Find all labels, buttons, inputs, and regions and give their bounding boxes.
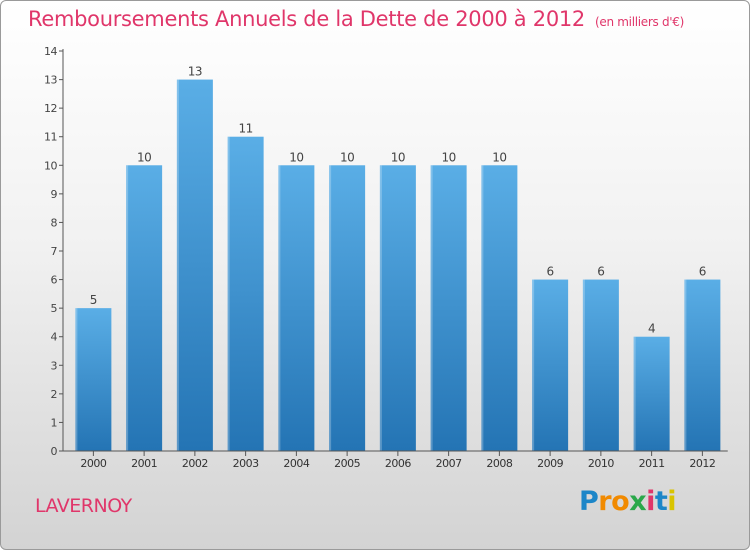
data-label: 10	[441, 150, 455, 164]
y-tick-label: 14	[44, 45, 57, 58]
x-tick-label: 2005	[334, 457, 360, 470]
bar-highlight	[126, 165, 129, 452]
data-label: 10	[391, 150, 405, 164]
x-tick-label: 2003	[233, 457, 259, 470]
data-label: 4	[648, 322, 655, 336]
bar	[329, 165, 366, 452]
y-tick-label: 6	[51, 274, 58, 287]
bar-highlight	[633, 336, 636, 451]
bars-group	[75, 79, 721, 452]
logo-letter: t	[654, 486, 668, 517]
chart-title-text: Remboursements Annuels de la Dette de 20…	[28, 7, 585, 31]
bar-highlight	[227, 136, 230, 451]
bar	[75, 308, 112, 451]
data-label: 11	[238, 122, 252, 136]
bar-highlight	[75, 308, 78, 451]
y-tick-label: 1	[51, 416, 58, 429]
x-tick-label: 2012	[689, 457, 715, 470]
data-label: 6	[699, 265, 706, 279]
bar-highlight	[532, 279, 535, 451]
x-tick-label: 2006	[385, 457, 411, 470]
logo-letter: o	[611, 486, 630, 517]
y-tick-label: 7	[51, 245, 58, 258]
logo-letter: i	[667, 486, 677, 517]
bar-highlight	[430, 165, 433, 452]
y-tick-label: 12	[44, 102, 57, 115]
bar	[227, 136, 264, 451]
bar	[278, 165, 315, 452]
data-label: 6	[597, 265, 604, 279]
bar	[126, 165, 163, 452]
logo-letter: i	[646, 486, 655, 517]
bar	[532, 279, 569, 451]
bar	[430, 165, 467, 452]
logo-letter: x	[629, 486, 647, 517]
logo-letter: r	[598, 486, 612, 517]
bar	[176, 79, 213, 452]
data-labels: 5 10 13 11 10 10 10 10 10 6 6 4 6	[90, 65, 707, 336]
data-label: 10	[340, 150, 354, 164]
x-tick-label: 2011	[639, 457, 665, 470]
data-label: 10	[492, 150, 506, 164]
x-tick-label: 2008	[486, 457, 512, 470]
x-tick-label: 2009	[537, 457, 563, 470]
y-tick-label: 2	[51, 388, 58, 401]
bar-highlight	[379, 165, 382, 452]
bar-highlight	[329, 165, 332, 452]
data-label: 13	[188, 65, 202, 79]
data-label: 6	[547, 265, 554, 279]
y-tick-label: 0	[51, 445, 58, 458]
bar-highlight	[278, 165, 281, 452]
bar-highlight	[176, 79, 179, 452]
x-tick-label: 2004	[283, 457, 309, 470]
data-label: 10	[137, 150, 151, 164]
bar	[684, 279, 721, 451]
town-name: LAVERNOY	[35, 495, 132, 517]
bar-highlight	[684, 279, 687, 451]
x-tick-label: 2010	[588, 457, 614, 470]
y-tick-label: 8	[51, 216, 58, 229]
x-tick-label: 2007	[436, 457, 462, 470]
bar-highlight	[481, 165, 484, 452]
bar-highlight	[582, 279, 585, 451]
y-tick-label: 3	[51, 359, 58, 372]
x-tick-label: 2002	[182, 457, 208, 470]
x-axis: 2000 2001 2002 2003 2004 2005 2006 2007 2008 2009…	[63, 450, 728, 470]
y-tick-label: 13	[44, 74, 57, 87]
logo-letter: P	[579, 486, 599, 517]
y-tick-label: 11	[44, 131, 57, 144]
y-tick-label: 4	[51, 331, 58, 344]
proxiti-logo[interactable]: Proxiti	[579, 486, 677, 517]
y-tick-label: 5	[51, 302, 58, 315]
y-tick-label: 9	[51, 188, 58, 201]
x-tick-label: 2000	[80, 457, 106, 470]
chart-title: Remboursements Annuels de la Dette de 20…	[28, 7, 684, 31]
y-tick-label: 10	[44, 159, 57, 172]
data-label: 10	[289, 150, 303, 164]
x-tick-label: 2001	[131, 457, 157, 470]
bar	[481, 165, 518, 452]
chart-unit: (en milliers d'€)	[595, 15, 685, 29]
bar	[633, 336, 670, 451]
bar	[582, 279, 619, 451]
bar	[379, 165, 416, 452]
data-label: 5	[90, 293, 97, 307]
